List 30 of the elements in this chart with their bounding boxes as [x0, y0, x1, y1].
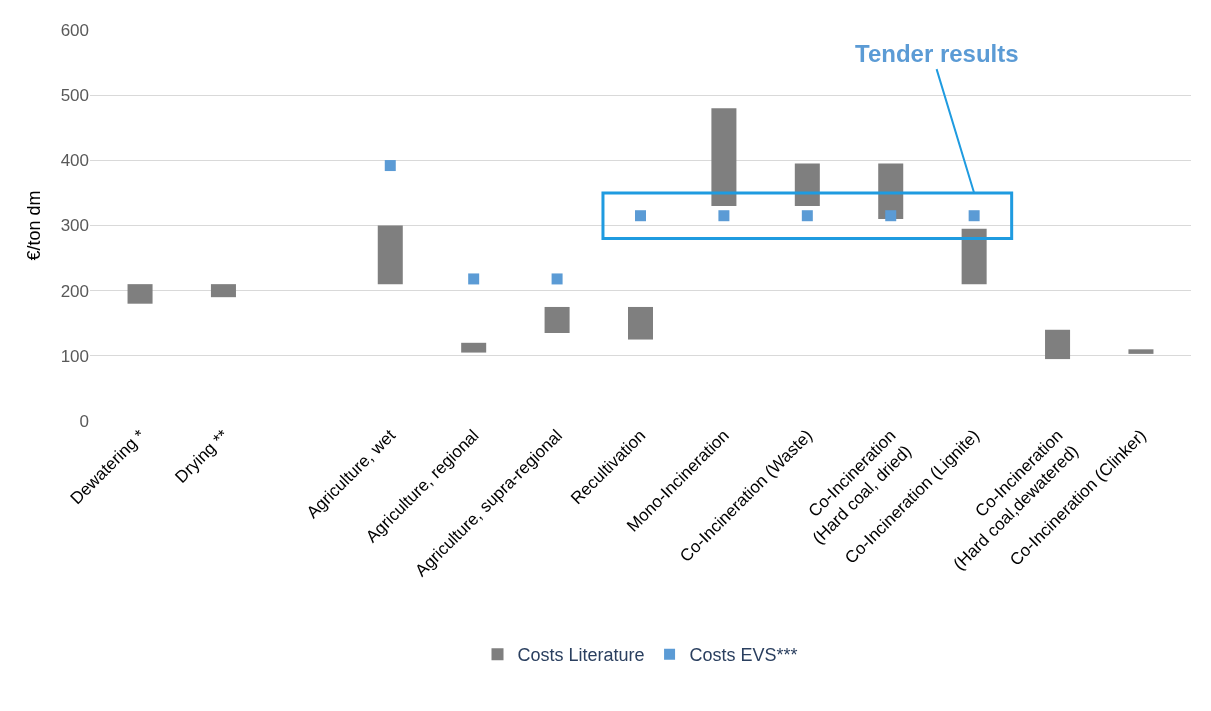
point — [384, 160, 396, 172]
y-tick-label: 400 — [60, 151, 89, 171]
point — [718, 210, 730, 222]
bar — [461, 342, 487, 353]
bar — [794, 163, 820, 206]
legend-label: Costs EVS*** — [689, 645, 798, 666]
bar — [711, 108, 737, 206]
y-tick-label: 200 — [60, 281, 89, 301]
bar — [961, 228, 987, 285]
bar — [210, 284, 236, 298]
annotation: Tender results — [855, 40, 1019, 67]
y-tick-label: 600 — [60, 20, 89, 40]
y-axis-title: €/ton dm — [23, 190, 44, 261]
point — [551, 273, 563, 285]
point — [635, 210, 646, 222]
bar — [1045, 329, 1071, 360]
y-tick-label: 300 — [60, 216, 89, 236]
bar — [544, 306, 570, 334]
point — [885, 210, 897, 222]
bar — [627, 306, 654, 340]
point — [468, 273, 480, 285]
bar — [1128, 349, 1154, 354]
y-tick-label: 0 — [79, 411, 89, 431]
bar — [377, 225, 403, 285]
y-tick-label: 100 — [60, 346, 89, 366]
legend-label: Costs Literature — [517, 645, 645, 666]
point — [801, 210, 813, 222]
point — [968, 210, 980, 222]
y-tick-label: 500 — [60, 86, 89, 106]
bar — [127, 284, 153, 304]
